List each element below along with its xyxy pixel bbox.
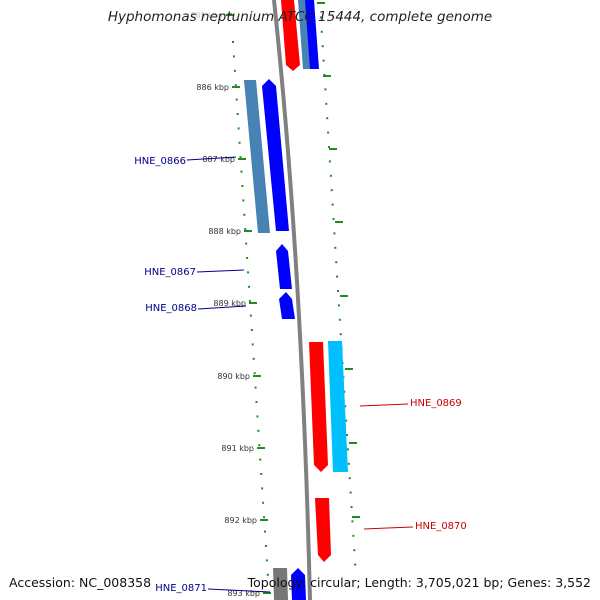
tick-label: 891 kbp (221, 444, 254, 453)
tick-label: 888 kbp (208, 227, 241, 236)
gene-features (244, 0, 348, 600)
tick-label: 893 kbp (227, 589, 260, 598)
gene-arrow (279, 292, 295, 319)
topology-info: Topology: circular; Length: 3,705,021 bp… (247, 575, 591, 590)
tick-label: 887 kbp (202, 155, 235, 164)
gene-labels: HNE_0866 HNE_0867 HNE_0868 HNE_0869 HNE_0870… (134, 156, 467, 594)
gene-arrow (328, 341, 348, 472)
leader-line (197, 305, 247, 310)
gene-arrow (315, 498, 331, 562)
genome-title: Hyphomonas neptunium ATCC 15444, complet… (107, 9, 493, 25)
accession-text: Accession: NC_008358 (9, 575, 152, 590)
leader-line (363, 526, 414, 530)
genome-backbone (272, 0, 312, 600)
tick-label: 890 kbp (217, 372, 250, 381)
gene-label[interactable]: HNE_0869 (410, 398, 462, 409)
gene-label[interactable]: HNE_0868 (145, 303, 197, 314)
gene-arrow (309, 342, 328, 472)
gene-label[interactable]: HNE_0870 (415, 521, 467, 532)
tick-label: 889 kbp (213, 299, 246, 308)
tick-label: 892 kbp (224, 516, 257, 525)
gene-arrow (281, 0, 300, 71)
gene-arrow (276, 244, 292, 289)
gene-arrow (262, 79, 289, 231)
leader-line (359, 403, 409, 407)
tick-label: 886 kbp (196, 83, 229, 92)
tick-label: 885 kbp (190, 11, 223, 20)
gene-arrow (291, 568, 306, 600)
gene-arrow (244, 80, 270, 233)
gene-arrow (305, 0, 319, 69)
gene-label[interactable]: HNE_0871 (155, 583, 207, 594)
gene-label[interactable]: HNE_0867 (144, 267, 196, 278)
gene-label[interactable]: HNE_0866 (134, 156, 186, 167)
gene-arrow (273, 568, 288, 600)
leader-line (186, 156, 237, 161)
kbp-ticks: 885 kbp 886 kbp 887 kbp 888 kbp 889 kbp 890 k… (190, 11, 271, 598)
leader-line (207, 588, 271, 593)
leader-line (196, 269, 245, 273)
